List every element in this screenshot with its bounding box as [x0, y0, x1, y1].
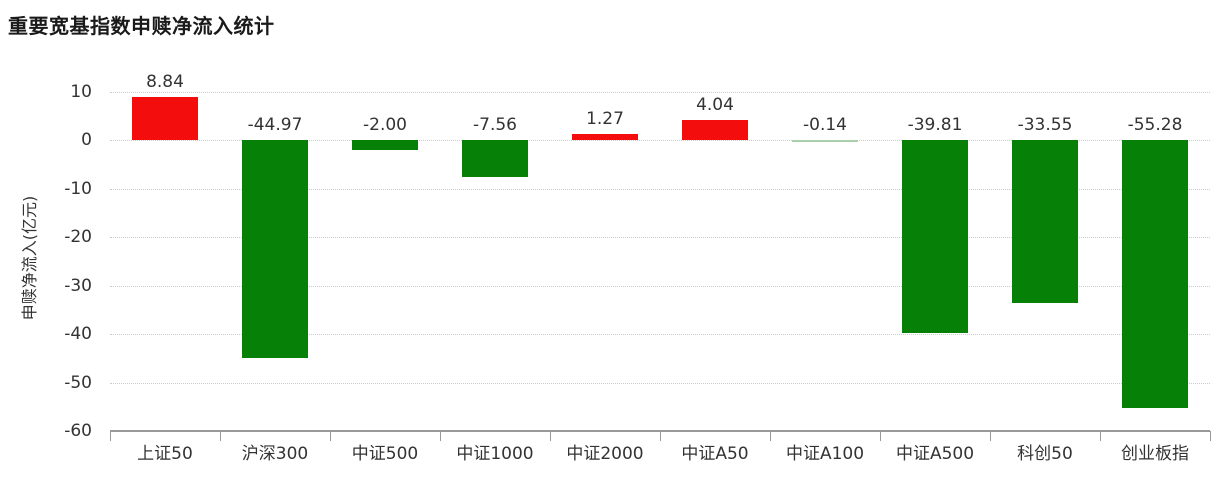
y-tick-label: 0 [81, 130, 92, 150]
value-label-中证2000: 1.27 [586, 108, 624, 129]
x-axis-tick [1210, 431, 1211, 441]
gridline--10 [110, 188, 1210, 190]
category-label-中证A50: 中证A50 [681, 444, 749, 464]
y-tick-label: -10 [64, 178, 92, 199]
value-label-科创50: -33.55 [1017, 115, 1073, 135]
category-label-上证50: 上证50 [137, 444, 193, 464]
bar-中证A100 [792, 140, 858, 142]
value-label-上证50: 8.84 [146, 72, 184, 93]
gridline--20 [110, 237, 1210, 238]
bar-中证500 [352, 140, 418, 150]
value-label-沪深300: -44.97 [247, 115, 303, 135]
value-label-中证500: -2.00 [363, 115, 407, 135]
category-label-中证A500: 中证A500 [895, 444, 975, 464]
y-tick-label: 10 [70, 81, 92, 102]
x-axis-tick [770, 431, 771, 441]
x-axis-tick [880, 431, 881, 441]
bar-科创50 [1012, 140, 1078, 303]
value-label-中证A50: 4.04 [696, 95, 734, 116]
gridline-10 [110, 91, 1210, 93]
gridline-0 [110, 140, 1210, 141]
x-axis-tick [330, 431, 331, 441]
x-axis-tick [220, 431, 221, 441]
value-label-中证A500: -39.81 [907, 115, 963, 135]
value-label-中证A100: -0.14 [803, 115, 847, 135]
category-label-科创50: 科创50 [1017, 444, 1073, 464]
x-axis-tick [440, 431, 441, 441]
category-label-中证2000: 中证2000 [566, 444, 644, 464]
y-tick-label: -40 [64, 324, 92, 344]
category-label-中证1000: 中证1000 [456, 444, 534, 464]
x-axis-tick [990, 431, 991, 441]
category-label-创业板指: 创业板指 [1121, 444, 1189, 464]
x-axis-tick [1100, 431, 1101, 441]
category-label-沪深300: 沪深300 [241, 444, 309, 464]
y-tick-label: -30 [64, 275, 92, 296]
category-label-中证500: 中证500 [351, 444, 419, 464]
gridline--30 [110, 285, 1210, 287]
y-axis-label: 申赎净流入(亿元) [20, 195, 39, 321]
value-label-创业板指: -55.28 [1127, 115, 1183, 135]
bar-创业板指 [1122, 140, 1188, 409]
gridline--40 [110, 334, 1210, 335]
value-label-中证1000: -7.56 [473, 115, 517, 135]
bar-中证A500 [902, 140, 968, 334]
y-tick-label: -50 [64, 372, 92, 393]
bar-上证50 [132, 97, 198, 140]
y-tick-label: -60 [64, 421, 92, 441]
category-label-中证A100: 中证A100 [785, 444, 865, 464]
gridline--50 [110, 382, 1210, 384]
bar-中证1000 [462, 140, 528, 177]
bar-中证A50 [682, 120, 748, 140]
x-axis-tick [550, 431, 551, 441]
chart-title: 重要宽基指数申赎净流入统计 [8, 14, 275, 38]
bar-沪深300 [242, 140, 308, 359]
x-axis-tick [660, 431, 661, 441]
x-axis-tick [110, 431, 111, 441]
y-tick-label: -20 [64, 227, 92, 247]
bar-中证2000 [572, 133, 638, 140]
